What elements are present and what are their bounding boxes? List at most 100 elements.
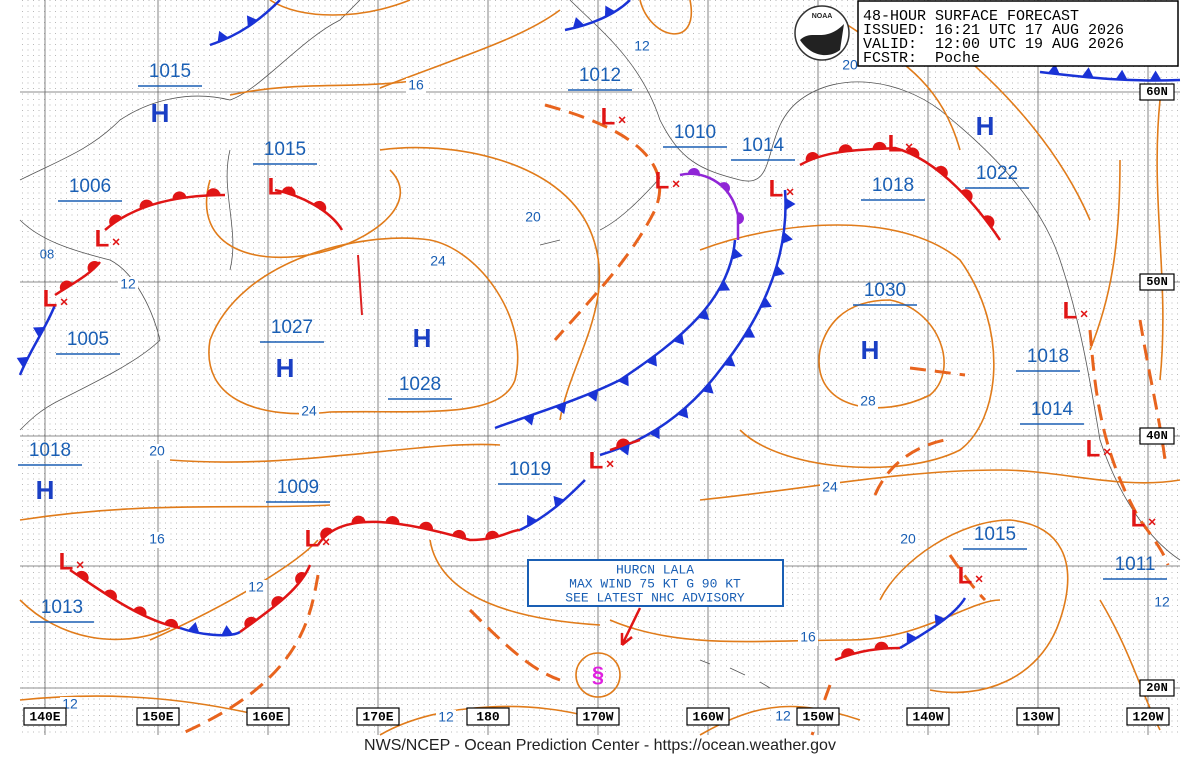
header-line: ISSUED: 16:21 UTC 17 AUG 2026 xyxy=(863,22,1124,39)
isobar-label-bg xyxy=(147,532,167,548)
front-marker xyxy=(1149,70,1162,81)
warm-bump xyxy=(139,199,154,209)
pressure-label: 1012 xyxy=(579,65,621,86)
front-marker xyxy=(75,570,89,582)
isobar-label: 12 xyxy=(634,38,650,54)
warm-bump xyxy=(351,515,366,524)
cold-barb xyxy=(221,625,234,636)
front-marker xyxy=(1081,67,1094,78)
warm-bump xyxy=(206,188,221,196)
isobar-label-bg xyxy=(798,630,818,646)
warm-bump xyxy=(295,571,307,585)
latitude-box xyxy=(1139,679,1175,697)
low-x: × xyxy=(905,139,913,155)
occl-marker xyxy=(719,182,730,193)
front-marker xyxy=(838,144,853,153)
cold-barb xyxy=(785,197,796,210)
isobar-label: 28 xyxy=(860,393,876,409)
pressure-label: 1015 xyxy=(149,61,191,82)
longitude-label: 130W xyxy=(1022,709,1053,724)
warm-bump xyxy=(172,191,187,200)
longitude-box xyxy=(466,707,510,726)
isobar-label: 12 xyxy=(248,579,264,595)
longitude-label: 150W xyxy=(802,709,833,724)
front-marker xyxy=(785,197,796,210)
cold-barb xyxy=(604,5,616,18)
cold-barb xyxy=(618,443,630,456)
header-line: VALID: 12:00 UTC 19 AUG 2026 xyxy=(863,36,1124,53)
isobar-label-bg xyxy=(299,404,319,420)
isobar-label: 16 xyxy=(800,629,816,645)
cold-barb xyxy=(773,265,785,277)
longitude-box xyxy=(23,707,67,726)
front-marker xyxy=(1115,69,1128,80)
high-center: H xyxy=(861,335,880,365)
cold-barb xyxy=(246,15,258,28)
isobar-label: 12 xyxy=(438,709,454,725)
low-center: L xyxy=(1063,297,1078,324)
longitude-label: 120W xyxy=(1132,709,1163,724)
warm-bump xyxy=(104,589,117,601)
warm-bump xyxy=(935,165,948,178)
warm-bump xyxy=(281,186,296,196)
cold-barb xyxy=(217,30,229,43)
isobar-label-bg xyxy=(246,580,266,596)
isobar-label: 24 xyxy=(822,479,838,495)
front-marker xyxy=(452,529,466,539)
front-marker xyxy=(553,495,565,508)
warm-bump xyxy=(109,214,123,226)
isobar-label: 12 xyxy=(120,276,136,292)
front-marker xyxy=(616,438,630,448)
low-center: L xyxy=(305,525,320,552)
cold-barb xyxy=(649,427,660,440)
latitude-box xyxy=(1139,83,1175,101)
troughs xyxy=(184,103,1170,736)
front-marker xyxy=(244,616,257,628)
cold-barb xyxy=(702,382,714,394)
front-marker xyxy=(217,30,229,43)
cold-barb xyxy=(718,280,731,291)
front-marker xyxy=(206,188,221,196)
isobar-label: 20 xyxy=(900,531,916,547)
front-marker xyxy=(523,414,535,426)
isobar-label: 20 xyxy=(149,443,165,459)
pressure-label: 1011 xyxy=(1115,554,1156,575)
longitude-box xyxy=(906,707,950,726)
isobar-label-bg xyxy=(820,480,840,496)
isobar-label-bg xyxy=(523,210,543,226)
warm-bump xyxy=(271,596,284,608)
longitude-box xyxy=(356,707,400,726)
longitude-box xyxy=(1126,707,1170,726)
warm-bump xyxy=(983,215,995,228)
front-marker xyxy=(697,308,710,320)
front-marker xyxy=(87,261,100,273)
front-marker xyxy=(109,214,123,226)
pressure-label: 1010 xyxy=(674,122,716,143)
front-marker xyxy=(906,632,918,644)
longitude-box xyxy=(1016,707,1060,726)
footer: NWS/NCEP - Ocean Prediction Center - htt… xyxy=(364,737,836,754)
pressure-label: 1015 xyxy=(264,139,306,160)
svg-text:§: § xyxy=(592,662,604,687)
low-center: L xyxy=(1131,505,1146,532)
isobar-label: 12 xyxy=(775,708,791,724)
front-marker xyxy=(555,402,567,415)
header-line: FCSTR: Poche xyxy=(863,50,980,67)
front-marker xyxy=(874,641,889,650)
pressure-label: 1009 xyxy=(277,477,319,498)
cold-barb xyxy=(572,17,585,29)
pressure-label: 08 xyxy=(40,246,54,261)
low-x: × xyxy=(285,182,293,198)
cold-barb xyxy=(555,402,567,415)
cold-barb xyxy=(1081,67,1094,78)
front-marker xyxy=(872,141,887,150)
isobar-label: 16 xyxy=(408,77,424,93)
isobar-label: 24 xyxy=(430,253,446,269)
front-marker xyxy=(723,355,736,367)
longitude-label: 160E xyxy=(252,709,283,724)
isobar-label-bg xyxy=(773,709,793,725)
pressure-label: 1014 xyxy=(742,135,785,156)
front-marker xyxy=(527,514,538,527)
